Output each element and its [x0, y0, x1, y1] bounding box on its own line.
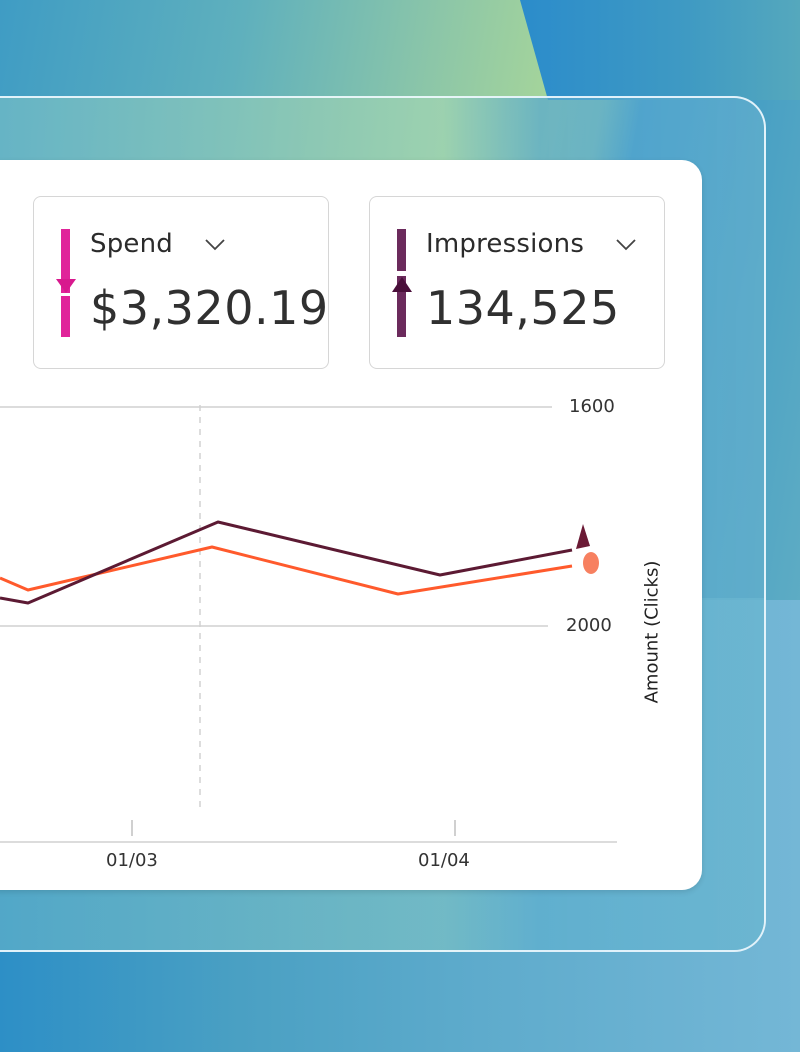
series-impressions-line — [0, 520, 573, 605]
trend-up-icon — [392, 277, 412, 292]
y-tick-label: 2000 — [566, 615, 612, 636]
trend-down-icon — [56, 279, 76, 293]
series-spend-end-marker — [583, 552, 599, 574]
y-axis-label: Amount (Clicks) — [641, 560, 663, 704]
chevron-down-icon[interactable] — [615, 233, 637, 255]
chevron-down-icon[interactable] — [204, 233, 226, 255]
kpi-card-spend[interactable]: Spend $3,320.19 — [33, 196, 329, 369]
kpi-value: 134,525 — [426, 281, 620, 335]
kpi-value: $3,320.19 — [90, 281, 329, 335]
kpi-label: Spend — [90, 229, 173, 259]
marker-gap — [61, 293, 70, 296]
kpi-card-impressions[interactable]: Impressions 134,525 — [369, 196, 665, 369]
background-wedge — [520, 0, 800, 100]
kpi-label: Impressions — [426, 229, 585, 259]
line-chart[interactable] — [0, 0, 700, 900]
series-spend-line — [0, 545, 573, 596]
series-impressions-end-marker — [576, 524, 590, 549]
x-tick-label: 01/04 — [418, 850, 470, 871]
x-tick-label: 01/03 — [106, 850, 158, 871]
y-tick-label: 1600 — [569, 396, 615, 417]
marker-gap — [397, 271, 406, 276]
